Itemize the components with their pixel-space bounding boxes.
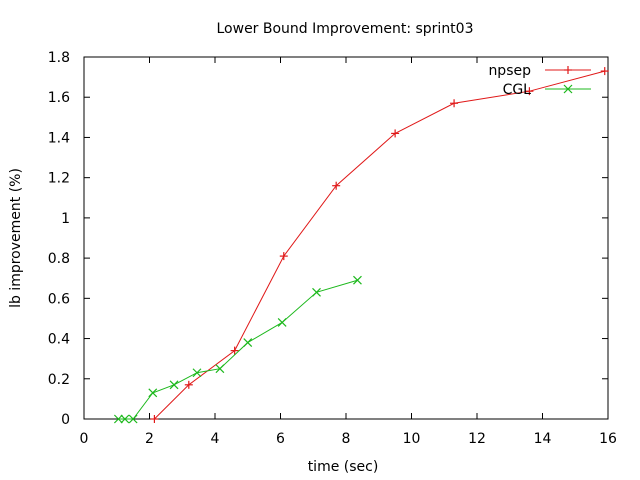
legend: npsep CGL <box>488 63 591 98</box>
data-point-npsep <box>450 99 459 108</box>
data-point-npsep <box>332 181 341 190</box>
plot-frame <box>83 56 609 420</box>
data-point-npsep <box>150 415 159 423</box>
legend-label-npsep: npsep <box>488 63 531 79</box>
axis-ticks: 0 2 4 6 8 10 12 14 16 0 0.2 0.4 0.6 0.8 1 1.2 1.4 1.6 1.8 <box>48 50 617 447</box>
data-point-cgl <box>243 338 253 348</box>
legend-marker-npsep <box>564 66 572 74</box>
y-axis-label: lb improvement (%) <box>8 168 24 308</box>
data-point-npsep <box>391 129 400 138</box>
x-tick-label: 14 <box>534 431 552 447</box>
data-point-npsep <box>230 346 239 355</box>
data-point-cgl <box>215 364 225 374</box>
data-point-cgl <box>277 318 287 327</box>
x-tick-label: 16 <box>599 431 617 447</box>
x-tick-label: 4 <box>211 431 220 447</box>
y-tick-label: 1.6 <box>48 90 70 106</box>
y-tick-label: 0.8 <box>48 251 70 267</box>
data-point-npsep <box>279 252 288 261</box>
x-tick-label: 10 <box>403 431 421 447</box>
chart-title: Lower Bound Improvement: sprint03 <box>217 21 474 37</box>
data-point-npsep <box>525 87 534 96</box>
x-tick-label: 8 <box>342 431 351 447</box>
x-tick-label: 6 <box>276 431 285 447</box>
series-npsep <box>150 67 609 423</box>
series-line-cgl <box>118 279 358 420</box>
y-tick-label: 1.8 <box>48 50 70 66</box>
x-tick-label: 0 <box>80 431 89 447</box>
data-point-cgl <box>128 414 138 424</box>
legend-entry-cgl: CGL <box>503 82 591 98</box>
x-tick-label: 2 <box>145 431 154 447</box>
series-cgl <box>113 275 362 424</box>
y-tick-label: 1.2 <box>48 171 70 187</box>
data-point-cgl <box>353 275 362 285</box>
legend-marker-cgl <box>563 84 573 94</box>
y-tick-label: 0.4 <box>48 332 70 348</box>
data-point-cgl <box>120 414 130 424</box>
data-point-cgl <box>312 287 321 297</box>
data-point-cgl <box>192 368 202 378</box>
x-tick-label: 12 <box>468 431 486 447</box>
y-tick-label: 0.2 <box>48 372 70 388</box>
y-tick-label: 0.6 <box>48 291 70 307</box>
data-point-cgl <box>113 414 123 424</box>
data-point-npsep <box>184 380 193 389</box>
series-layer <box>113 67 609 424</box>
x-axis-label: time (sec) <box>308 459 379 475</box>
data-point-cgl <box>148 388 158 398</box>
legend-entry-npsep: npsep <box>488 63 591 79</box>
legend-label-cgl: CGL <box>503 82 532 98</box>
data-point-npsep <box>600 67 609 76</box>
y-tick-label: 1.4 <box>48 130 70 146</box>
y-tick-label: 0 <box>61 412 70 428</box>
y-tick-label: 1 <box>61 211 70 227</box>
data-point-cgl <box>169 380 179 390</box>
